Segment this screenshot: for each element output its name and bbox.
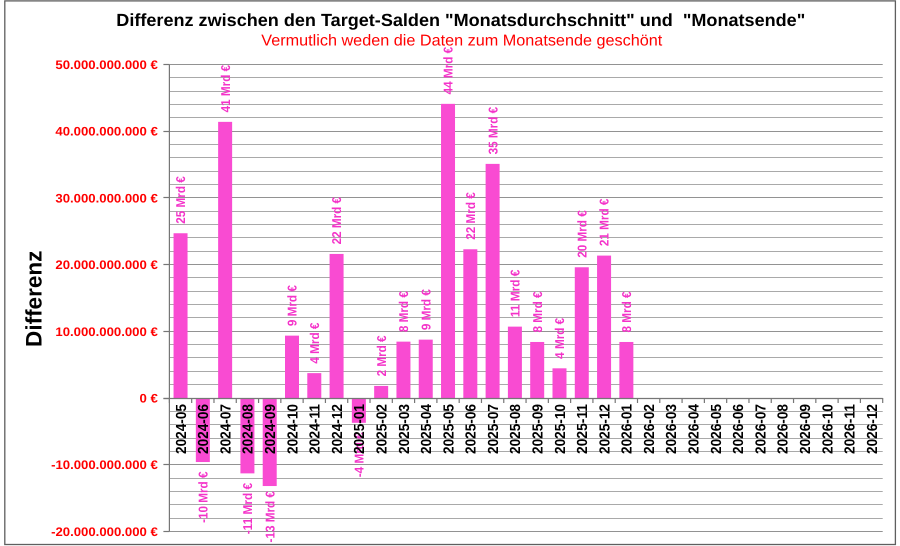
svg-text:2024-08: 2024-08 — [241, 404, 257, 454]
svg-text:2026-06: 2026-06 — [731, 404, 747, 454]
svg-text:50.000.000.000 €: 50.000.000.000 € — [55, 58, 158, 72]
svg-text:20 Mrd €: 20 Mrd € — [574, 210, 589, 258]
svg-text:21 Mrd €: 21 Mrd € — [597, 199, 612, 247]
svg-text:2025-09: 2025-09 — [531, 404, 547, 454]
svg-text:2026-01: 2026-01 — [620, 404, 636, 454]
svg-text:9 Mrd €: 9 Mrd € — [285, 285, 300, 326]
svg-text:2025-03: 2025-03 — [397, 404, 413, 454]
svg-text:44 Mrd €: 44 Mrd € — [441, 47, 456, 95]
svg-text:2024-06: 2024-06 — [196, 404, 212, 454]
svg-text:41 Mrd €: 41 Mrd € — [218, 65, 233, 112]
svg-text:2026-12: 2026-12 — [865, 404, 881, 454]
svg-text:2024-05: 2024-05 — [174, 404, 190, 454]
svg-text:9 Mrd €: 9 Mrd € — [418, 289, 433, 330]
svg-text:8 Mrd €: 8 Mrd € — [619, 291, 634, 332]
svg-text:-4 Mrd €: -4 Mrd € — [352, 432, 367, 477]
svg-text:2026-02: 2026-02 — [642, 404, 658, 454]
svg-text:2025-07: 2025-07 — [486, 404, 502, 454]
svg-text:2024-09: 2024-09 — [263, 404, 279, 454]
svg-text:2026-04: 2026-04 — [687, 403, 703, 454]
svg-text:Differenz: Differenz — [22, 251, 47, 347]
svg-text:2025-01: 2025-01 — [352, 404, 368, 454]
svg-text:11 Mrd €: 11 Mrd € — [508, 270, 523, 318]
svg-text:4 Mrd €: 4 Mrd € — [307, 323, 322, 364]
svg-text:2 Mrd €: 2 Mrd € — [374, 335, 389, 376]
svg-text:-10 Mrd €: -10 Mrd € — [196, 472, 211, 523]
svg-text:2026-03: 2026-03 — [664, 404, 680, 454]
svg-text:22 Mrd €: 22 Mrd € — [463, 192, 478, 240]
svg-text:-10.000.000.000 €: -10.000.000.000 € — [51, 458, 158, 472]
svg-text:20.000.000.000 €: 20.000.000.000 € — [55, 258, 158, 272]
svg-text:2025-06: 2025-06 — [464, 404, 480, 454]
svg-text:8 Mrd €: 8 Mrd € — [396, 291, 411, 332]
svg-text:2024-11: 2024-11 — [308, 404, 324, 454]
svg-text:2024-07: 2024-07 — [218, 404, 234, 454]
svg-text:-13 Mrd €: -13 Mrd € — [262, 491, 277, 542]
svg-text:-20.000.000.000 €: -20.000.000.000 € — [51, 525, 158, 539]
svg-text:35 Mrd €: 35 Mrd € — [485, 107, 500, 155]
svg-text:30.000.000.000 €: 30.000.000.000 € — [55, 191, 158, 205]
svg-text:2025-11: 2025-11 — [575, 404, 591, 454]
svg-text:2024-12: 2024-12 — [330, 404, 346, 454]
svg-text:2026-10: 2026-10 — [820, 404, 836, 454]
svg-text:2026-05: 2026-05 — [709, 404, 725, 454]
svg-text:2025-02: 2025-02 — [374, 404, 390, 454]
svg-text:2025-05: 2025-05 — [441, 404, 457, 454]
svg-text:Differenz zwischen den Target-: Differenz zwischen den Target-Salden "Mo… — [116, 10, 805, 30]
svg-text:25 Mrd €: 25 Mrd € — [173, 176, 188, 224]
svg-text:4 Mrd €: 4 Mrd € — [552, 318, 567, 359]
svg-text:2026-08: 2026-08 — [776, 404, 792, 454]
svg-text:-11 Mrd €: -11 Mrd € — [240, 483, 255, 534]
svg-text:2025-04: 2025-04 — [419, 403, 435, 454]
svg-text:2024-10: 2024-10 — [285, 404, 301, 454]
svg-text:0 €: 0 € — [140, 392, 158, 406]
svg-text:22 Mrd €: 22 Mrd € — [329, 197, 344, 245]
svg-text:2026-09: 2026-09 — [798, 404, 814, 454]
svg-text:2025-12: 2025-12 — [597, 404, 613, 454]
svg-text:Vermutlich weden die Daten zum: Vermutlich weden die Daten zum Monatsend… — [261, 32, 663, 49]
svg-text:2025-08: 2025-08 — [508, 404, 524, 454]
svg-text:10.000.000.000 €: 10.000.000.000 € — [55, 325, 158, 339]
svg-text:2026-11: 2026-11 — [843, 404, 859, 454]
svg-text:8 Mrd €: 8 Mrd € — [530, 291, 545, 332]
svg-text:2025-10: 2025-10 — [553, 404, 569, 454]
svg-text:40.000.000.000 €: 40.000.000.000 € — [55, 125, 158, 139]
svg-text:2026-07: 2026-07 — [753, 404, 769, 454]
